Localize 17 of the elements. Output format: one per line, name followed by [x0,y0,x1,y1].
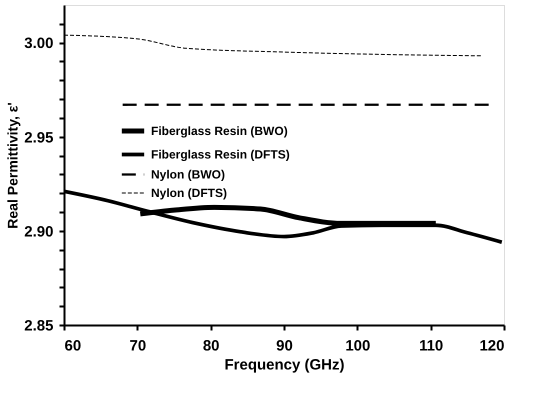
text: 2.90 [24,223,54,240]
y-tick-label: 2.95 [24,129,54,146]
text: 3.00 [24,35,54,52]
legend-label: Fiberglass Resin (BWO) [151,124,288,138]
y-axis-title: Real Permittivity, ε' [4,102,20,229]
x-tick-label: 70 [129,338,146,354]
x-axis-title: Frequency (GHz) [224,356,345,374]
x-tick-label: 120 [479,338,504,354]
legend-label: Nylon (DFTS) [151,186,227,200]
legend-label: Nylon (BWO) [151,168,225,182]
x-tick-label: 60 [64,338,82,354]
legend-label: Fiberglass Resin (DFTS) [151,148,290,162]
x-tick-label: 80 [202,338,220,354]
x-tick-label: 90 [276,338,293,354]
y-tick-label: 2.85 [24,318,54,334]
x-tick-label: 100 [345,338,370,354]
x-tick-label: 110 [419,338,444,354]
